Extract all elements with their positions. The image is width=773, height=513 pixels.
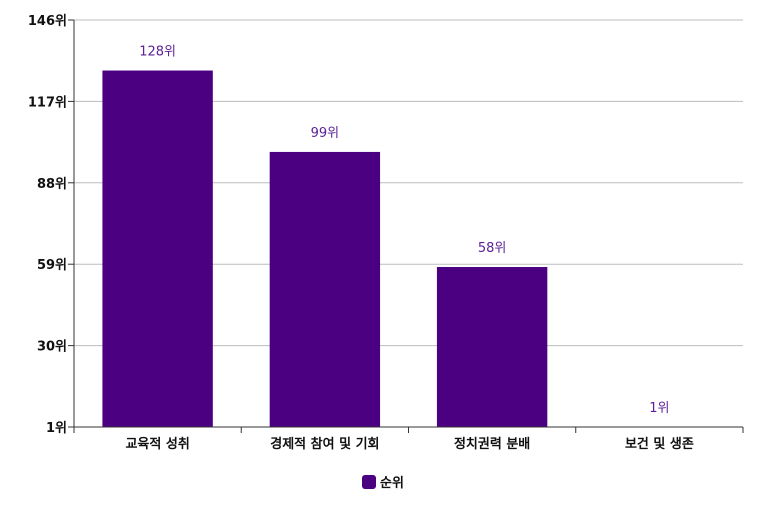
y-tick-label: 88위 xyxy=(37,177,67,192)
bar xyxy=(102,70,213,427)
y-tick-label: 146위 xyxy=(28,14,67,29)
x-category-label: 교육적 성취 xyxy=(125,436,189,452)
data-label: 99위 xyxy=(311,126,340,141)
x-category-label: 경제적 참여 및 기회 xyxy=(270,436,379,452)
x-category-label: 정치권력 분배 xyxy=(454,436,530,452)
data-label: 1위 xyxy=(649,401,669,416)
bars xyxy=(102,70,548,427)
y-tick-label: 59위 xyxy=(37,258,67,273)
bar xyxy=(436,267,548,427)
legend-swatch xyxy=(362,475,376,489)
data-label: 128위 xyxy=(139,45,176,60)
y-tick-label: 1위 xyxy=(46,421,67,436)
legend: 순위 xyxy=(362,475,404,491)
y-tick-label: 117위 xyxy=(28,95,67,110)
bar xyxy=(269,151,381,427)
data-label: 58위 xyxy=(478,241,507,256)
legend-label: 순위 xyxy=(380,476,404,491)
axes xyxy=(68,19,744,433)
x-category-label: 보건 및 생존 xyxy=(625,436,694,452)
y-tick-label: 30위 xyxy=(37,340,67,355)
